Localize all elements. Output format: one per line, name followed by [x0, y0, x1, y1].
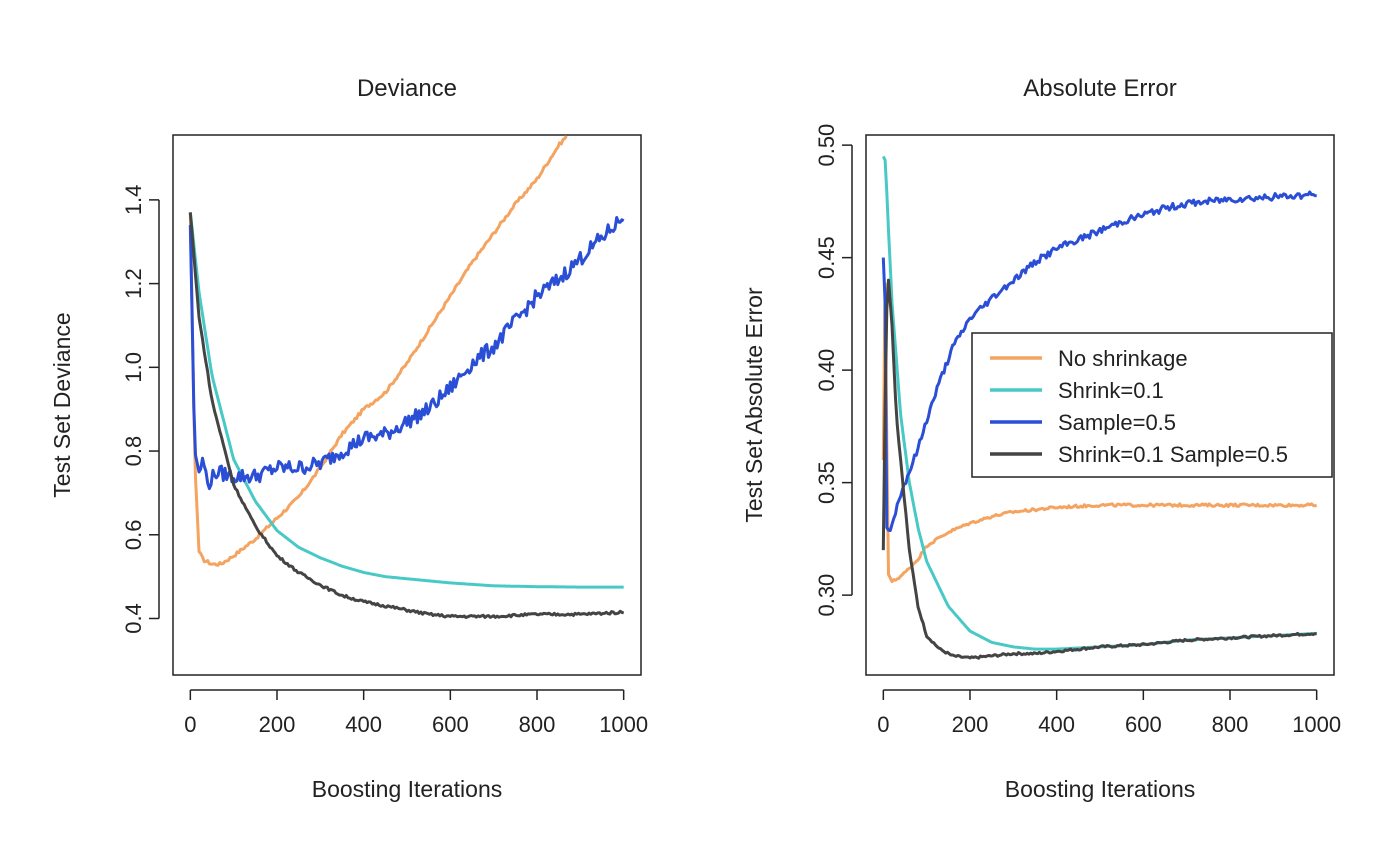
legend-label-sample: Sample=0.5 [1058, 410, 1176, 435]
absolute-error-series [881, 155, 1318, 660]
absolute-error-y-tick-label: 0.45 [814, 236, 839, 279]
deviance-y-tick-label: 1.4 [121, 185, 146, 216]
deviance-series-shrink [188, 212, 624, 589]
absolute-error-y-label: Test Set Absolute Error [741, 287, 767, 523]
absolute-error-series-no-shrinkage [881, 282, 1318, 584]
absolute-error-x-label: Boosting Iterations [1005, 776, 1196, 802]
absolute-error-x-tick-label: 600 [1125, 712, 1162, 737]
absolute-error-x-tick-label: 1000 [1292, 712, 1341, 737]
deviance-y-tick-label: 0.6 [121, 519, 146, 550]
deviance-plot-frame [172, 134, 642, 676]
deviance-x-tick-label: 1000 [599, 712, 648, 737]
deviance-title: Deviance [357, 75, 457, 102]
deviance-x-tick-label: 600 [432, 712, 469, 737]
legend-label-shrink: Shrink=0.1 [1058, 378, 1164, 403]
absolute-error-panel: Absolute Error 0 200 400 600 800 1000 0.300.3… [741, 75, 1341, 802]
absolute-error-x-axis: 0 200 400 600 800 1000 [877, 689, 1341, 737]
absolute-error-plot-frame [865, 134, 1335, 676]
deviance-panel: Deviance 0 200 400 600 800 1000 0.4 0.6 0.8 1.0 1… [49, 75, 648, 802]
legend-label-shrink-sample: Shrink=0.1 Sample=0.5 [1058, 442, 1288, 467]
deviance-series-no-shrinkage [188, 135, 568, 567]
legend: No shrinkage Shrink=0.1 Sample=0.5 Shrin… [971, 332, 1333, 478]
deviance-y-tick-label: 0.8 [121, 436, 146, 467]
legend-entry-no-shrinkage: No shrinkage [990, 346, 1188, 371]
deviance-x-label: Boosting Iterations [312, 776, 503, 802]
legend-entry-sample: Sample=0.5 [990, 410, 1176, 435]
deviance-x-tick-label: 0 [184, 712, 196, 737]
deviance-x-axis: 0 200 400 600 800 1000 [184, 689, 648, 737]
legend-entry-shrink-sample: Shrink=0.1 Sample=0.5 [990, 442, 1288, 467]
absolute-error-y-tick-label: 0.30 [814, 574, 839, 617]
absolute-error-x-tick-label: 400 [1038, 712, 1075, 737]
deviance-y-label: Test Set Deviance [49, 312, 75, 497]
absolute-error-x-tick-label: 800 [1212, 712, 1249, 737]
deviance-x-tick-label: 200 [259, 712, 296, 737]
absolute-error-series-shrink-sample [881, 278, 1317, 660]
deviance-x-tick-label: 800 [519, 712, 556, 737]
absolute-error-y-tick-label: 0.50 [814, 124, 839, 167]
absolute-error-y-axis: 0.30 0.35 0.40 0.45 0.50 [814, 124, 853, 617]
absolute-error-title: Absolute Error [1023, 75, 1176, 102]
deviance-series [188, 135, 625, 619]
absolute-error-series-sample [881, 190, 1317, 532]
deviance-series-shrink-sample [188, 212, 625, 619]
deviance-y-tick-label: 1.2 [121, 268, 146, 299]
absolute-error-x-tick-label: 200 [952, 712, 989, 737]
deviance-series-sample [188, 216, 625, 491]
absolute-error-y-tick-label: 0.40 [814, 349, 839, 392]
deviance-y-axis: 0.4 0.6 0.8 1.0 1.2 1.4 [121, 185, 160, 634]
deviance-y-tick-label: 1.0 [121, 352, 146, 383]
legend-label-no-shrinkage: No shrinkage [1058, 346, 1188, 371]
absolute-error-y-tick-label: 0.35 [814, 461, 839, 504]
absolute-error-x-tick-label: 0 [877, 712, 889, 737]
deviance-y-tick-label: 0.4 [121, 603, 146, 634]
deviance-x-tick-label: 400 [345, 712, 382, 737]
legend-entry-shrink: Shrink=0.1 [990, 378, 1164, 403]
